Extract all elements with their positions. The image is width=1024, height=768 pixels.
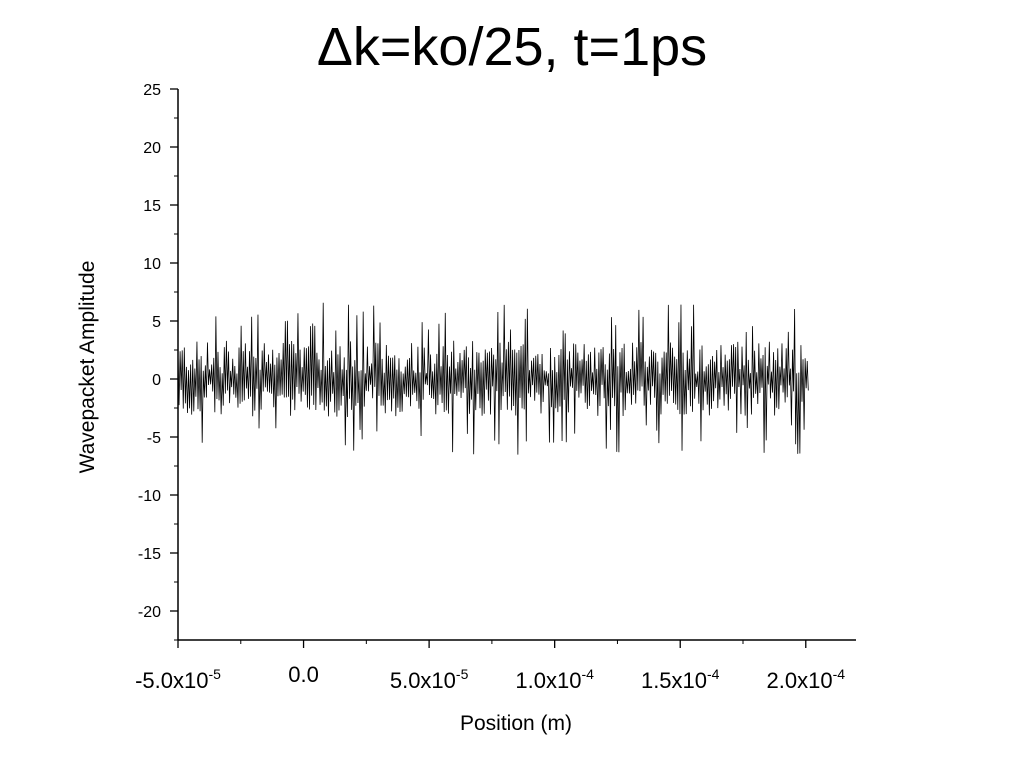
series-line	[177, 302, 809, 455]
ticks-layer: 25 20 15 10 5 0 -5 -10 -15 -20 -5.0x10-5 0.0 5.0x10-…	[135, 82, 845, 693]
y-tick-label: -10	[138, 488, 161, 505]
y-tick-label: 15	[143, 198, 161, 215]
x-tick-label: 2.0x10-4	[767, 666, 846, 693]
y-tick-label: 0	[152, 372, 161, 389]
y-tick-label: 5	[152, 314, 161, 331]
y-tick-label: -15	[138, 546, 161, 563]
x-tick-label: 1.0x10-4	[515, 666, 594, 693]
series-layer	[177, 302, 809, 455]
y-tick-label: -5	[147, 430, 161, 447]
x-tick-label: 5.0x10-5	[390, 666, 469, 693]
y-tick-label: 10	[143, 256, 161, 273]
y-tick-label: -20	[138, 604, 161, 621]
x-tick-label: 0.0	[288, 662, 319, 687]
x-tick-label: -5.0x10-5	[135, 666, 221, 693]
y-tick-label: 20	[143, 140, 161, 157]
x-axis-label: Position (m)	[459, 712, 573, 735]
x-tick-label: 1.5x10-4	[641, 666, 720, 693]
chart-title: Δk=ko/25, t=1ps	[316, 17, 708, 77]
y-tick-label: 25	[143, 82, 161, 99]
